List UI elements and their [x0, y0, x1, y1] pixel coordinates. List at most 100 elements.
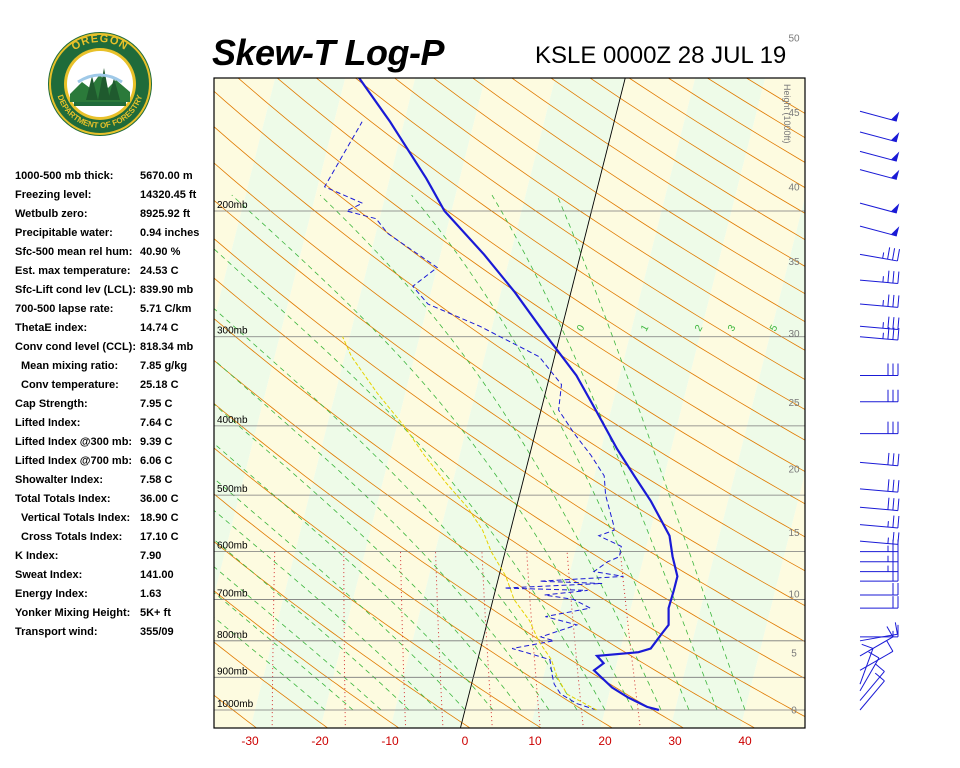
- stat-row: Total Totals Index: 36.00 C: [15, 491, 215, 510]
- parcel-profile-line: [342, 336, 597, 711]
- dry-adiabat-line: [214, 493, 542, 728]
- height-tick-label: 10: [788, 589, 800, 600]
- stat-value: 6.06 C: [140, 455, 173, 467]
- stat-label: Freezing level:: [15, 189, 92, 201]
- isotherm-band: [460, 78, 696, 728]
- isotherm-band: [880, 78, 960, 728]
- dry-adiabat-line: [276, 78, 805, 441]
- stat-value: 36.00 C: [140, 493, 179, 505]
- dry-adiabat-line: [432, 78, 805, 323]
- zero-isotherm-line: [460, 78, 626, 728]
- stat-row: Conv cond level (CCL): 818.34 mb: [15, 339, 215, 358]
- dry-adiabat-line: [214, 359, 756, 728]
- plot-frame: [213, 77, 806, 729]
- stat-label: Conv temperature:: [21, 379, 119, 391]
- moist-adiabat-line: [214, 478, 466, 711]
- stat-label: Total Totals Index:: [15, 493, 111, 505]
- moist-adiabat-line: [214, 566, 382, 711]
- stat-value: 7.95 C: [140, 398, 173, 410]
- isotherm-band: [600, 78, 805, 728]
- stat-value: 17.10 C: [140, 531, 179, 543]
- pressure-label: 600mb: [217, 541, 248, 552]
- height-tick-label: 45: [788, 108, 800, 119]
- stat-value: 7.64 C: [140, 417, 173, 429]
- stat-row: Freezing level: 14320.45 ft: [15, 187, 215, 206]
- moist-adiabat-line: [319, 194, 662, 711]
- isotherm-band: [390, 78, 626, 728]
- stat-label: 700-500 lapse rate:: [15, 303, 114, 315]
- stat-label: Yonker Mixing Height:: [15, 607, 131, 619]
- height-tick-label: 25: [788, 398, 800, 409]
- stat-label: Energy Index:: [15, 588, 88, 600]
- stat-row: 700-500 lapse rate: 5.71 C/km: [15, 301, 215, 320]
- dry-adiabat-line: [315, 78, 805, 411]
- stat-row: Wetbulb zero: 8925.92 ft: [15, 206, 215, 225]
- stat-row: Precipitable water: 0.94 inches: [15, 225, 215, 244]
- stat-row: Yonker Mixing Height: 5K+ ft: [15, 605, 215, 624]
- stat-label: ThetaE index:: [15, 322, 88, 334]
- stat-label: Cap Strength:: [15, 398, 88, 410]
- isotherm-band: [0, 78, 205, 728]
- x-tick-label: 30: [668, 734, 682, 748]
- stat-row: Sfc-Lift cond lev (LCL): 839.90 mb: [15, 282, 215, 301]
- dry-adiabat-line: [393, 78, 805, 351]
- stat-row: Vertical Totals Index: 18.90 C: [15, 510, 215, 529]
- x-tick-label: -10: [381, 734, 399, 748]
- pressure-label: 700mb: [217, 588, 248, 599]
- dry-adiabat-line: [214, 238, 805, 643]
- pressure-label: 400mb: [217, 415, 248, 426]
- stat-value: 7.90: [140, 550, 162, 562]
- pressure-label: 1000mb: [217, 699, 254, 710]
- stat-label: Lifted Index:: [15, 417, 81, 429]
- mixing-ratio-label: 1: [639, 323, 652, 334]
- stat-row: Cap Strength: 7.95 C: [15, 396, 215, 415]
- stat-value: 355/09: [140, 626, 174, 638]
- stat-row: Lifted Index: 7.64 C: [15, 415, 215, 434]
- dry-adiabat-line: [214, 590, 400, 728]
- mixing-ratio-label: 2: [693, 323, 706, 334]
- dry-adiabat-line: [354, 78, 805, 381]
- stat-row: Sweat Index: 141.00: [15, 567, 215, 586]
- pressure-label: 500mb: [217, 484, 248, 495]
- stat-value: 14320.45 ft: [140, 189, 197, 201]
- height-tick-label: 40: [788, 182, 800, 193]
- isotherm-band: [214, 78, 416, 728]
- stat-label: 1000-500 mb thick:: [15, 170, 114, 182]
- stat-value: 40.90 %: [140, 246, 181, 258]
- stat-row: Energy Index: 1.63: [15, 586, 215, 605]
- stat-row: Sfc-500 mean rel hum: 40.90 %: [15, 244, 215, 263]
- stat-value: 5K+ ft: [140, 607, 171, 619]
- stat-row: ThetaE index: 14.74 C: [15, 320, 215, 339]
- dry-adiabat-line: [214, 90, 805, 505]
- stat-value: 24.53 C: [140, 265, 179, 277]
- isotherm-band: [320, 78, 556, 728]
- pressure-label: 300mb: [217, 326, 248, 337]
- stat-value: 9.39 C: [140, 436, 173, 448]
- stat-label: K Index:: [15, 550, 59, 562]
- stat-row: Conv temperature: 25.18 C: [15, 377, 215, 396]
- stat-label: Showalter Index:: [15, 474, 104, 486]
- stat-label: Sweat Index:: [15, 569, 83, 581]
- moist-adiabat-line: [214, 616, 326, 711]
- stat-value: 0.94 inches: [140, 227, 200, 239]
- stat-value: 141.00: [140, 569, 174, 581]
- stat-value: 5670.00 m: [140, 170, 193, 182]
- x-tick-label: 0: [462, 734, 469, 748]
- stat-value: 5.71 C/km: [140, 303, 192, 315]
- pressure-label: 200mb: [217, 200, 248, 211]
- height-tick-label: 0: [791, 705, 797, 716]
- moist-adiabat-line: [214, 359, 550, 711]
- stat-label: Mean mixing ratio:: [21, 360, 119, 372]
- moist-adiabat-line: [411, 194, 690, 711]
- stat-label: Transport wind:: [15, 626, 98, 638]
- dry-adiabat-line: [214, 641, 329, 728]
- isotherm-band: [810, 78, 960, 728]
- height-tick-label: 50: [788, 33, 800, 44]
- moist-adiabat-line: [231, 194, 634, 711]
- isotherm-band: [670, 197, 805, 728]
- stat-label: Est. max temperature:: [15, 265, 131, 277]
- stat-value: 18.90 C: [140, 512, 179, 524]
- dry-adiabat-line: [214, 541, 471, 728]
- stat-row: Showalter Index: 7.58 C: [15, 472, 215, 491]
